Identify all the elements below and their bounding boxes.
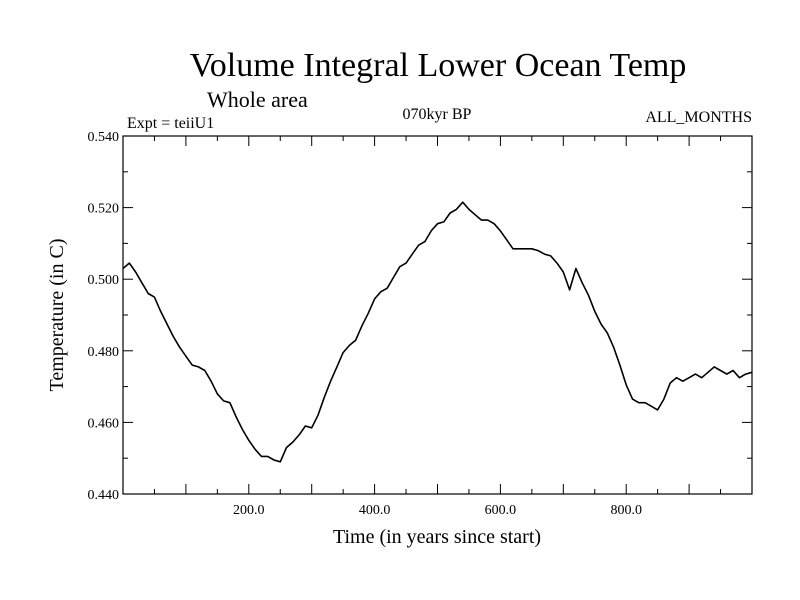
months-label: ALL_MONTHS — [645, 109, 752, 126]
y-tick-label: 0.460 — [88, 416, 120, 431]
y-tick-label: 0.480 — [88, 345, 120, 360]
x-tick-label: 600.0 — [485, 503, 517, 518]
axis-ticks — [123, 136, 752, 494]
y-axis-label: Temperature (in C) — [46, 239, 68, 392]
y-tick-label: 0.440 — [88, 488, 120, 503]
chart-subtitle: Whole area — [207, 87, 308, 112]
x-axis-label: Time (in years since start) — [333, 526, 541, 548]
experiment-label: Expt = teiiU1 — [127, 115, 214, 132]
y-tick-label: 0.500 — [88, 273, 120, 288]
x-tick-label: 800.0 — [610, 503, 642, 518]
x-tick-label: 200.0 — [233, 503, 265, 518]
tick-labels: 200.0 400.0 600.0 800.0 0.440 0.460 0.480 0.500… — [88, 130, 642, 518]
period-label: 070kyr BP — [403, 106, 472, 123]
y-tick-label: 0.520 — [88, 202, 120, 217]
plot-frame — [122, 135, 753, 495]
x-tick-label: 400.0 — [359, 503, 391, 518]
chart-title: Volume Integral Lower Ocean Temp — [190, 47, 687, 84]
series-line — [122, 201, 753, 463]
y-tick-label: 0.540 — [88, 130, 120, 145]
